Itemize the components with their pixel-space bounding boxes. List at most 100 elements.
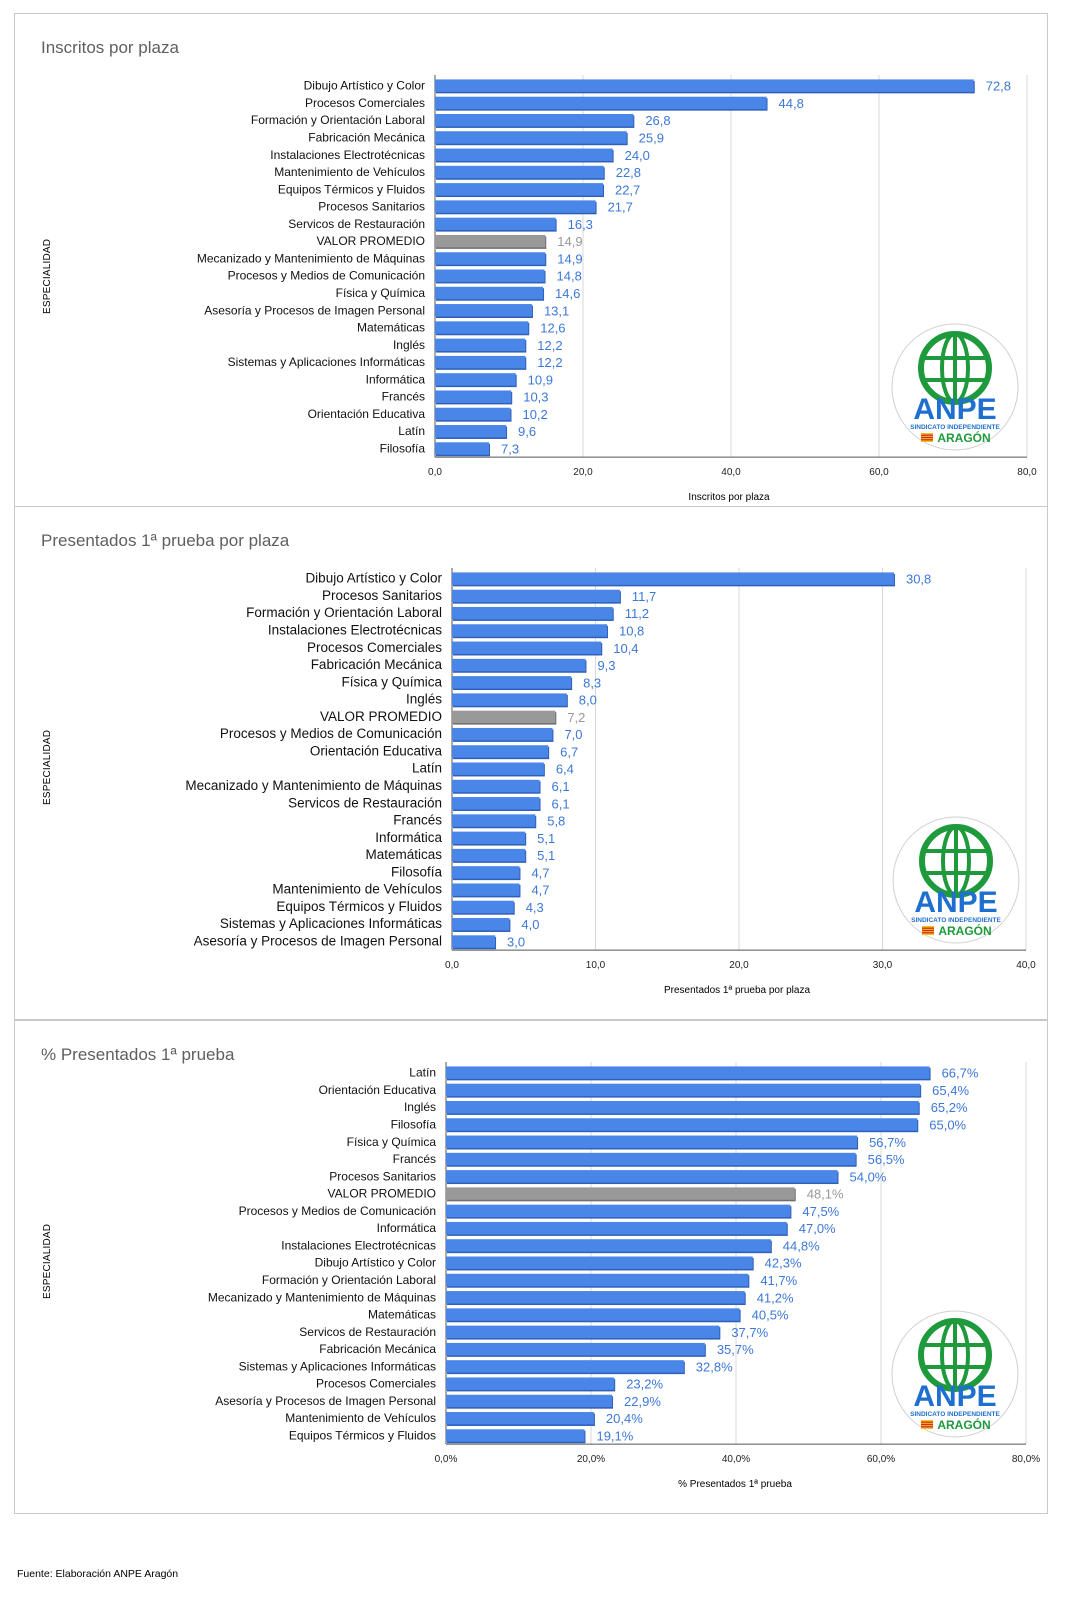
data-label: 16,3 [568, 217, 593, 232]
bar [452, 606, 613, 620]
data-label: 41,2% [757, 1290, 794, 1305]
x-axis-label: % Presentados 1ª prueba [678, 1479, 792, 1490]
category-label: Sistemas y Aplicaciones Informáticas [228, 355, 425, 369]
data-label: 10,4 [613, 641, 638, 656]
data-label: 13,1 [544, 303, 569, 318]
data-label: 23,2% [626, 1377, 663, 1392]
x-tick-label: 0,0% [435, 1454, 458, 1465]
bar [446, 1273, 749, 1287]
category-label: Procesos y Medios de Comunicación [239, 1204, 436, 1218]
category-label: Inglés [393, 338, 425, 352]
bar [435, 373, 516, 386]
data-label: 25,9 [639, 130, 664, 145]
category-label: Instalaciones Electrotécnicas [268, 622, 442, 637]
category-label: Orientación Educativa [319, 1083, 437, 1097]
category-label: Inglés [404, 1100, 436, 1114]
data-label: 47,0% [799, 1221, 836, 1236]
category-label: Latín [398, 424, 425, 438]
data-label: 6,1 [552, 779, 570, 794]
category-label: VALOR PROMEDIO [328, 1187, 436, 1201]
chart-panel-3: % Presentados 1ª prueba ESPECIALIDAD % P… [14, 1020, 1048, 1514]
x-tick-label: 40,0 [721, 467, 741, 478]
bar [446, 1429, 585, 1442]
data-label: 56,5% [868, 1152, 905, 1167]
bar [446, 1170, 838, 1183]
bar [435, 425, 507, 438]
bar [446, 1100, 919, 1114]
bar [446, 1291, 745, 1304]
data-label: 14,9 [557, 234, 582, 249]
bar [452, 918, 510, 931]
category-label: VALOR PROMEDIO [317, 234, 425, 248]
data-label: 5,1 [537, 831, 555, 846]
data-label: 24,0 [625, 148, 650, 163]
x-tick-label: 40,0 [1016, 960, 1036, 971]
data-label: 6,7 [560, 744, 578, 759]
bar [446, 1256, 753, 1269]
category-label: Mantenimiento de Vehículos [272, 882, 442, 897]
data-label: 12,2 [537, 355, 562, 370]
category-label: Informática [377, 1221, 437, 1235]
data-label: 4,7 [531, 883, 549, 898]
data-label: 30,8 [906, 572, 931, 587]
data-label: 4,3 [526, 900, 544, 915]
x-tick-label: 20,0% [577, 1454, 605, 1465]
bar [435, 252, 546, 265]
bar [435, 321, 529, 334]
category-label: Filosofía [380, 442, 426, 456]
category-label: Dibujo Artístico y Color [304, 79, 425, 93]
data-label: 10,3 [523, 390, 548, 405]
category-label: Informática [366, 372, 426, 386]
x-axis-label: Inscritos por plaza [688, 492, 770, 503]
category-label: Inglés [406, 692, 442, 707]
x-axis-label: Presentados 1ª prueba por plaza [663, 985, 811, 996]
anpe-logo-graphic: ANPE SINDICATO INDEPENDIENTE ARAGÓN [891, 323, 1019, 451]
data-label: 22,8 [616, 165, 641, 180]
category-label: Mecanizado y Mantenimiento de Máquinas [208, 1290, 436, 1304]
x-tick-label: 40,0% [722, 1454, 750, 1465]
bar [446, 1083, 921, 1097]
data-label: 14,9 [557, 251, 582, 266]
category-label: Mantenimiento de Vehículos [285, 1411, 436, 1425]
category-label: Procesos y Medios de Comunicación [220, 726, 442, 741]
category-label: Procesos y Medios de Comunicación [228, 269, 425, 283]
category-label: Dibujo Artístico y Color [315, 1256, 436, 1270]
bar [452, 572, 894, 585]
x-tick-label: 0,0 [428, 467, 442, 478]
anpe-logo-graphic: ANPE SINDICATO INDEPENDIENTE ARAGÓN [892, 816, 1020, 944]
bar [446, 1152, 856, 1166]
bar [435, 217, 556, 231]
bar [435, 183, 603, 196]
category-label: Mantenimiento de Vehículos [274, 165, 425, 179]
data-label: 11,7 [632, 589, 656, 604]
bar [435, 407, 511, 421]
category-label: Equipos Térmicos y Fluidos [276, 899, 442, 914]
data-label: 5,1 [537, 848, 555, 863]
category-label: Informática [375, 830, 442, 845]
category-label: Dibujo Artístico y Color [305, 571, 442, 586]
bar [452, 727, 553, 741]
category-label: Fabricación Mecánica [311, 657, 443, 672]
chart-title: Inscritos por plaza [41, 38, 179, 57]
data-label: 10,8 [619, 623, 644, 638]
category-label: Filosofía [391, 1117, 437, 1131]
bar [452, 710, 556, 724]
category-label: Procesos Sanitarios [322, 588, 442, 603]
x-tick-label: 80,0% [1012, 1454, 1040, 1465]
bar [435, 304, 532, 317]
category-label: Procesos Sanitarios [329, 1169, 436, 1183]
category-label: Francés [393, 1152, 436, 1166]
bar [452, 935, 496, 948]
category-label: Procesos Comerciales [307, 640, 442, 655]
category-label: Física y Química [341, 674, 442, 689]
data-label: 8,3 [583, 675, 601, 690]
data-label: 9,6 [518, 424, 536, 439]
anpe-logo-region: ARAGÓN [937, 1417, 990, 1432]
category-label: Fabricación Mecánica [319, 1342, 436, 1356]
anpe-logo: ANPE SINDICATO INDEPENDIENTE ARAGÓN [890, 1309, 1020, 1439]
chart-svg: 0,0 20,0 40,0 60,0 80,0 Dibujo Artístico y Co… [197, 75, 1037, 478]
bar [435, 96, 767, 110]
data-label: 37,7% [731, 1325, 768, 1340]
chart-svg: 0,0 10,0 20,0 30,0 40,0 Dibujo Artístico y Co… [185, 568, 1036, 971]
category-label: Equipos Térmicos y Fluidos [289, 1429, 436, 1443]
